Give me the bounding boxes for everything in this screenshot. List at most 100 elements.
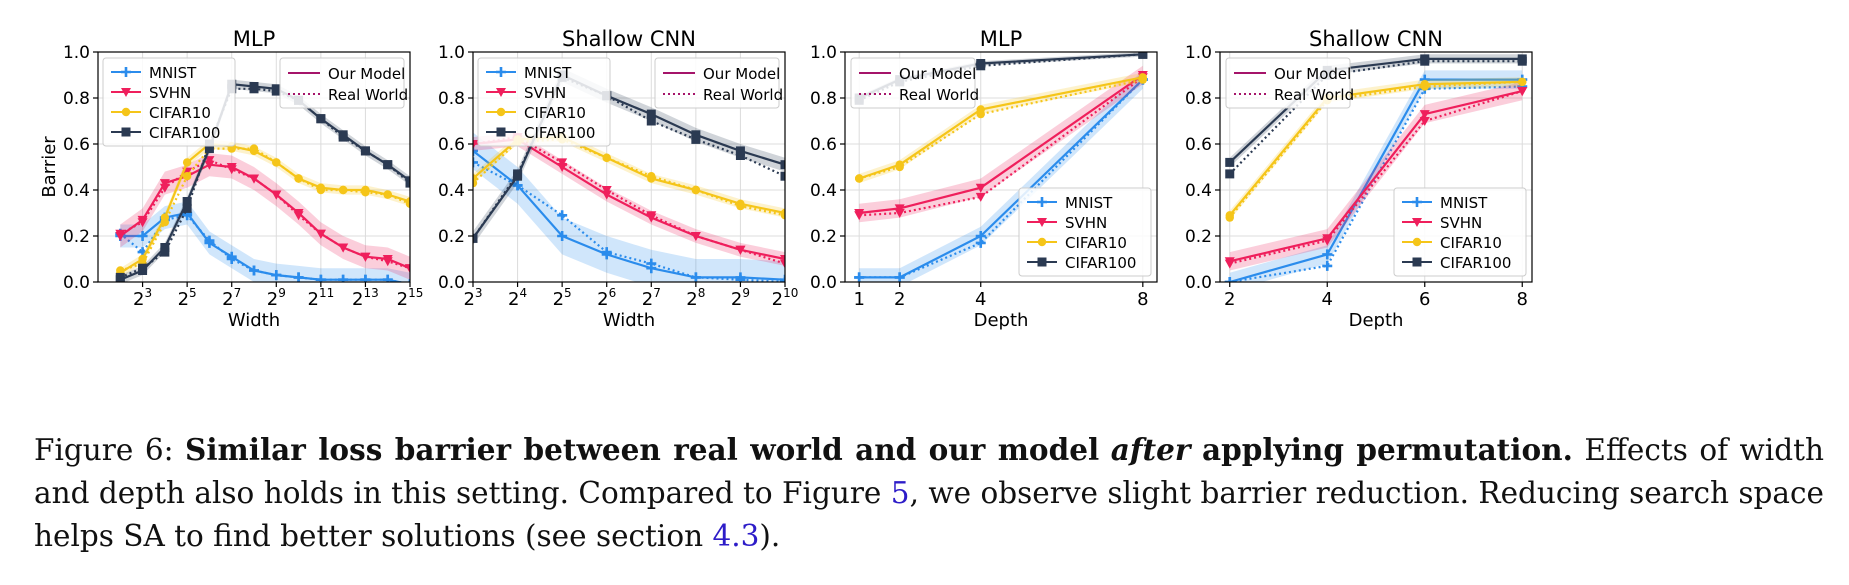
cifar100-real-world-line (473, 75, 785, 239)
cifar10-our-model-line (858, 76, 1144, 180)
legend-line-styles: Our Model Real World (279, 57, 408, 109)
x-tick-label: 2 (894, 289, 905, 310)
cifar10-real-point (780, 211, 785, 220)
legend-marker-cifar10 (121, 107, 131, 117)
legend-marker-mnist (496, 67, 506, 77)
x-tick-label: 1 (853, 289, 864, 310)
cifar100-real-point (138, 263, 148, 273)
y-tick-label: 1.0 (438, 43, 465, 63)
svhn-our-model-line (1229, 90, 1523, 263)
cifar100-model-point (1225, 157, 1235, 167)
legend-marker-cifar10 (1412, 237, 1422, 247)
chart-title: Shallow CNN (562, 27, 696, 51)
svhn-real-point (115, 229, 126, 239)
cifar10-confidence-band (473, 132, 785, 218)
x-tick-label: 29 (731, 286, 750, 310)
cifar10-real-point (1225, 213, 1234, 222)
cifar100-real-world-line (1228, 60, 1523, 175)
mnist-real-world-line (473, 161, 785, 282)
y-tick-label: 0.6 (63, 135, 90, 155)
legend-box (654, 57, 780, 109)
y-tick-label: 0.0 (63, 273, 90, 293)
svhn-real-point (735, 245, 746, 255)
mnist-real-point (735, 274, 746, 282)
cifar100-real-point (249, 84, 259, 94)
chart-panel-1: 0.0 0.2 0.4 0.6 0.8 1.0 23 25 27 29 211 213 215 MLP Wi… (39, 27, 423, 331)
y-tick-label: 0.8 (810, 89, 837, 109)
svhn-model-point (204, 160, 215, 170)
legend-datasets: MNIST SVHN CIFAR10 CIFAR100 (102, 57, 236, 147)
mnist-real-world-line (859, 78, 1144, 279)
cifar100-our-model-line (473, 73, 785, 239)
svhn-real-point (293, 211, 304, 221)
y-tick-label: 0.2 (1185, 227, 1212, 247)
cifar100-real-point (338, 132, 348, 142)
svhn-real-world-line (859, 76, 1144, 217)
cifar10-real-point (294, 174, 303, 183)
cifar100-real-point (691, 134, 701, 144)
cifar10-real-point (1138, 75, 1148, 84)
mnist-real-point (473, 157, 478, 168)
cifar100-confidence-band (473, 68, 785, 246)
x-tick-label: 6 (1419, 289, 1430, 310)
legend-label: MNIST (1065, 194, 1113, 212)
legend-label: CIFAR100 (1440, 254, 1511, 272)
cifar100-model-point (204, 144, 214, 154)
legend-label: CIFAR10 (524, 104, 586, 122)
mnist-model-point (473, 145, 478, 156)
cifar100-real-point (360, 146, 370, 156)
x-tick-label: 23 (133, 286, 152, 310)
mnist-real-point (975, 237, 986, 248)
y-tick-label: 0.2 (810, 227, 837, 247)
y-tick-label: 0.2 (63, 227, 90, 247)
y-tick-label: 0.6 (1185, 135, 1212, 155)
x-axis-label: Depth (974, 310, 1029, 331)
legend-marker-mnist (1412, 197, 1422, 207)
mnist-real-point (226, 254, 237, 264)
legend-label: CIFAR100 (1065, 254, 1136, 272)
svhn-real-point (204, 156, 215, 166)
legend-marker-cifar10 (1037, 237, 1047, 247)
cifar100-model-point (182, 197, 192, 206)
svhn-real-point (249, 174, 259, 184)
cifar10-real-point (383, 190, 392, 199)
cifar100-real-point (780, 171, 785, 181)
cifar100-real-point (735, 151, 745, 160)
cifar10-real-point (602, 153, 611, 162)
cifar100-model-point (160, 243, 170, 252)
svhn-confidence-band (473, 132, 785, 266)
svhn-real-point (315, 229, 326, 239)
svhn-our-model-line (859, 74, 1144, 215)
cifar10-real-point (736, 201, 745, 211)
legend-label: Our Model (328, 65, 405, 83)
cifar100-real-point (405, 178, 410, 188)
cifar100-real-point (473, 233, 478, 243)
svhn-real-point (1224, 259, 1235, 269)
legend-marker-cifar100 (496, 127, 506, 137)
caption-emphasis: after (1110, 432, 1191, 467)
cifar10-real-point (895, 162, 904, 172)
cifar10-real-point (1420, 82, 1429, 91)
svhn-confidence-band (859, 65, 1143, 223)
figure-reference-link[interactable]: 5 (890, 476, 910, 510)
svhn-confidence-band (120, 153, 410, 280)
caption-bold-title-end: applying permutation. (1201, 432, 1573, 467)
mnist-real-point (646, 258, 657, 269)
mnist-real-point (690, 272, 701, 282)
svhn-model-point (975, 183, 986, 193)
legend-label: SVHN (524, 84, 566, 102)
legend-marker-cifar10 (496, 107, 506, 117)
cifar10-real-point (647, 172, 656, 181)
x-axis-label: Width (603, 310, 655, 331)
legend-line-styles: Our Model Real World (654, 57, 783, 109)
legend-label: MNIST (524, 64, 572, 82)
section-reference-link[interactable]: 4.3 (712, 519, 760, 553)
y-tick-label: 0.0 (1185, 273, 1212, 293)
svhn-real-point (601, 186, 612, 195)
svhn-real-point (780, 259, 785, 269)
cifar100-real-point (115, 272, 125, 282)
svhn-real-point (473, 140, 478, 149)
plot-area (1224, 54, 1528, 282)
legend-marker-cifar100 (121, 127, 131, 137)
mnist-our-model-line (1229, 78, 1523, 282)
